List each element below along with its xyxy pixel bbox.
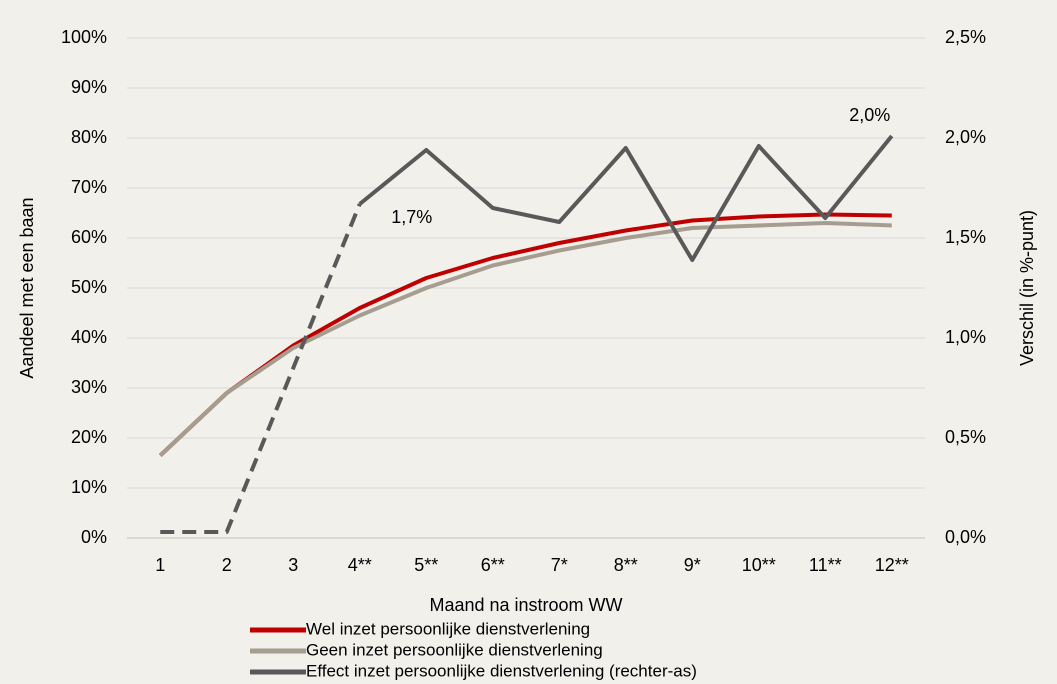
y-tick-label: 70% xyxy=(71,177,107,197)
x-tick-label: 3 xyxy=(288,555,298,575)
x-tick-label: 12** xyxy=(875,555,909,575)
y-tick-label: 60% xyxy=(71,227,107,247)
y-tick-label: 100% xyxy=(61,27,107,47)
line-series xyxy=(160,203,362,534)
y2-tick-label: 2,0% xyxy=(945,127,986,147)
x-tick-label: 6** xyxy=(481,555,505,575)
x-tick-label: 2 xyxy=(222,555,232,575)
y-tick-label: 0% xyxy=(81,527,107,547)
y2-axis-label: Verschil (in %-punt) xyxy=(1017,210,1037,366)
y-tick-label: 80% xyxy=(71,127,107,147)
x-tick-label: 7* xyxy=(551,555,568,575)
x-tick-label: 4** xyxy=(348,555,372,575)
line-series xyxy=(158,221,892,457)
x-tick-label: 1 xyxy=(155,555,165,575)
y2-tick-label: 0,0% xyxy=(945,527,986,547)
x-tick-label: 5** xyxy=(414,555,438,575)
x-tick-label: 10** xyxy=(742,555,776,575)
y2-tick-label: 2,5% xyxy=(945,27,986,47)
x-tick-label: 8** xyxy=(614,555,638,575)
legend-label: Effect inzet persoonlijke dienstverlenin… xyxy=(306,661,697,680)
y-tick-label: 20% xyxy=(71,427,107,447)
y2-tick-label: 0,5% xyxy=(945,427,986,447)
y-tick-label: 40% xyxy=(71,327,107,347)
x-tick-label: 9* xyxy=(684,555,701,575)
x-tick-label: 11** xyxy=(809,555,842,575)
data-label: 1,7% xyxy=(391,207,432,227)
y2-tick-label: 1,0% xyxy=(945,327,986,347)
y-axis-label: Aandeel met een baan xyxy=(17,197,37,378)
legend-label: Geen inzet persoonlijke dienstverlening xyxy=(306,640,603,659)
line-series xyxy=(358,134,894,262)
data-label: 2,0% xyxy=(849,105,890,125)
y-tick-label: 30% xyxy=(71,377,107,397)
y2-tick-label: 1,5% xyxy=(945,227,986,247)
y-tick-label: 10% xyxy=(71,477,107,497)
legend-label: Wel inzet persoonlijke dienstverlening xyxy=(306,619,590,638)
y-tick-label: 50% xyxy=(71,277,107,297)
y-tick-label: 90% xyxy=(71,77,107,97)
x-axis-label: Maand na instroom WW xyxy=(429,595,622,615)
